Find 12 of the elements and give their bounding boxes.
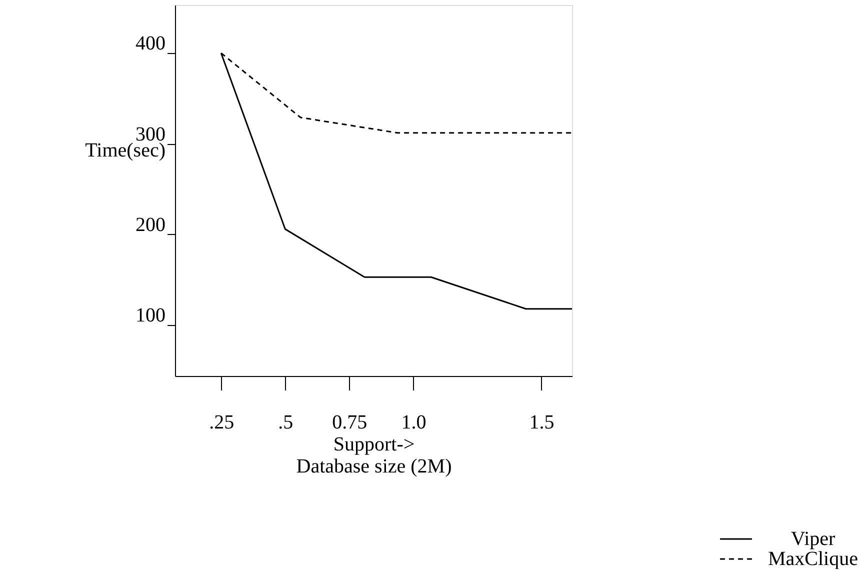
y-tick-label: 200 xyxy=(136,214,166,236)
legend-label: Viper xyxy=(790,528,836,550)
x-tick-label: .5 xyxy=(278,412,294,434)
y-tick-label: 100 xyxy=(136,304,166,327)
y-tick-label: 400 xyxy=(136,32,166,55)
x-tick-label: .25 xyxy=(209,412,234,434)
x-tick-label: 1.5 xyxy=(529,412,554,434)
legend-label: MaxClique xyxy=(768,548,858,570)
y-axis-title: Time(sec) xyxy=(85,140,166,162)
x-axis-title: Support-> Database size (2M) xyxy=(296,434,452,478)
x-tick-label: 1.0 xyxy=(401,412,426,434)
x-tick-label: 0.75 xyxy=(332,412,368,434)
